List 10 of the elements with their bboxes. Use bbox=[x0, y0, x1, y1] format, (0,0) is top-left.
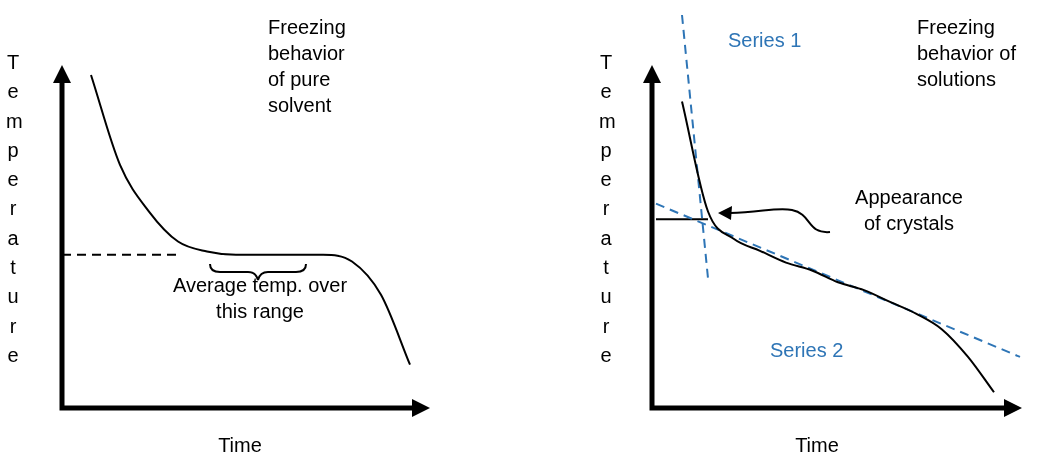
text: Series 2 bbox=[770, 337, 844, 363]
x-axis-title: Time bbox=[794, 433, 840, 458]
chart-title: Freezing behavior of pure solvent bbox=[268, 15, 347, 118]
text: Freezing behavior of solutions bbox=[917, 15, 1017, 92]
text: Temperature bbox=[6, 51, 23, 366]
annotation: Appearance of crystals bbox=[854, 185, 964, 236]
text: Series 1 bbox=[728, 28, 802, 53]
x-axis-title: Time bbox=[217, 433, 263, 458]
text: Temperature bbox=[599, 51, 616, 366]
annotation: Average temp. over this range bbox=[171, 273, 349, 324]
